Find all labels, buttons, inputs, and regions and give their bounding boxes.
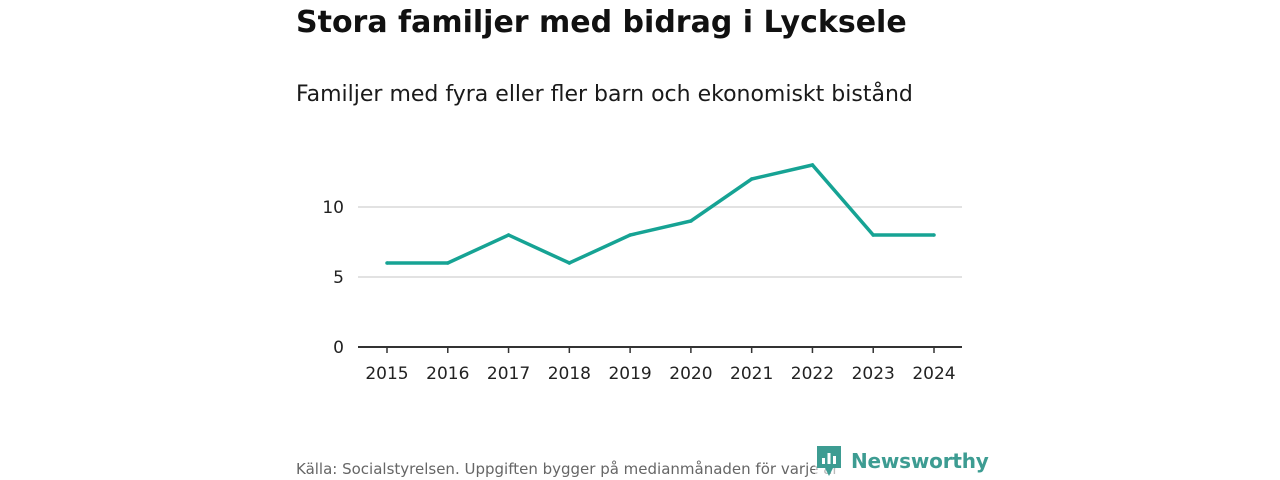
data-point [385,261,389,265]
brand-name: Newsworthy [851,449,989,473]
source-note: Källa: Socialstyrelsen. Uppgiften bygger… [296,460,839,478]
x-tick-label: 2024 [912,364,955,384]
data-point [567,261,572,265]
x-tick-label: 2019 [608,364,651,384]
x-tick-label: 2017 [487,364,530,384]
y-tick-label: 0 [333,338,344,358]
data-point [628,233,632,237]
data-point [871,233,875,237]
newsworthy-brand: Newsworthy [815,445,989,477]
newsworthy-logo-icon [817,446,841,476]
x-tick-label: 2022 [791,364,834,384]
data-point [932,233,936,237]
x-tick-label: 2021 [730,364,773,384]
x-tick-label: 2015 [365,364,408,384]
data-point [810,163,815,167]
series-line [387,163,934,265]
data-point [446,261,450,265]
x-tick-label: 2016 [426,364,469,384]
chart-title: Stora familjer med bidrag i Lycksele [296,5,907,40]
data-point [506,233,511,237]
x-tick-label: 2023 [852,364,895,384]
y-tick-label: 5 [333,268,344,288]
y-tick-label: 10 [322,198,344,218]
chart-subtitle: Familjer med fyra eller fler barn och ek… [296,82,913,107]
x-tick-label: 2018 [548,364,591,384]
x-tick-label: 2020 [669,364,712,384]
data-point [749,177,754,181]
data-point [689,219,693,223]
